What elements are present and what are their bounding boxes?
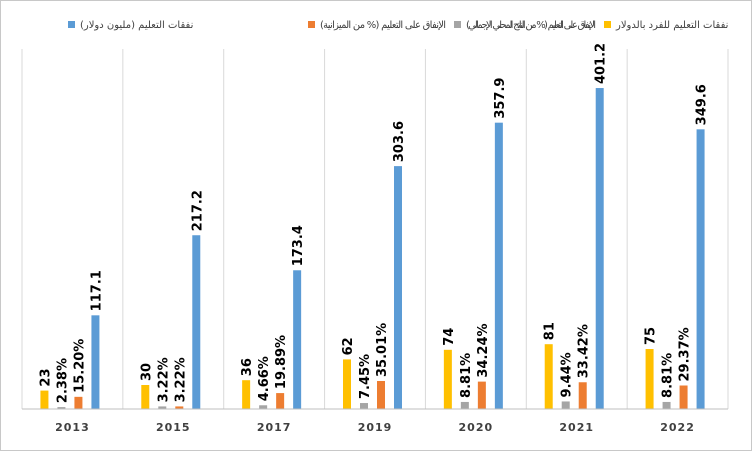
bar-2019-series-0 [343,359,351,409]
category-separators [21,49,729,409]
bar-2021-series-1 [561,401,570,409]
bar-2019-series-2 [377,380,385,409]
bar-2021-series-3 [595,88,604,409]
bar-2015-series-0 [141,385,150,409]
data-label: 33.42% [577,324,592,378]
bar-2022-series-2 [679,385,688,409]
x-tick-label: 2015 [156,421,191,434]
bar-2022-series-1 [662,401,671,409]
bar-2017-series-3 [293,270,302,409]
data-label: 2.38% [55,358,70,403]
data-label: 9.44% [560,352,575,397]
data-label: 8.81% [459,353,474,398]
bar-2020-series-0 [443,349,452,409]
data-label: 173.4 [291,225,306,266]
bar-2021-series-2 [578,382,587,409]
x-tick-label: 2020 [459,421,494,434]
bar-2019-series-1 [360,403,368,409]
data-label: 36 [240,358,255,376]
data-label: 357.9 [493,78,508,119]
x-tick-label: 2019 [358,421,393,434]
x-tick-label: 2022 [660,421,695,434]
x-axis-tick-labels: 2013 2015 2017 2019 2020 2021 2022 [55,421,695,434]
bar-2017-series-2 [276,393,285,409]
data-label: 349.6 [695,84,710,125]
bar-2015-series-2 [175,406,184,409]
bar-2013-series-2 [74,396,83,409]
bar-2020-series-2 [477,381,486,409]
data-label: 19.89% [274,335,289,389]
bar-2013-series-1 [57,407,66,409]
data-label: 217.2 [190,190,205,231]
data-label: 4.66% [257,356,272,401]
legend-swatch [308,21,315,28]
data-label: 117.1 [89,270,104,311]
data-label: 29.37% [678,327,693,381]
data-label: 30 [139,363,154,381]
bar-2020-series-3 [494,122,503,410]
bar-2017-series-1 [259,405,268,409]
bar-2017-series-0 [242,380,251,409]
bar-2015-series-1 [158,406,167,409]
legend-swatch [68,21,75,28]
legend-swatch [604,21,611,28]
bar-2021-series-0 [544,344,553,409]
legend-label: نفقات التعليم للفرد بالدولار [615,20,728,31]
legend-label: الإنفاق على التعليم (% من الميزانية) [320,20,446,31]
data-label: 7.45% [358,354,373,399]
data-label: 34.24% [476,323,491,377]
bar-2020-series-1 [460,401,469,409]
legend-swatch [454,21,461,28]
legend-label: الإنفاق على التعليم (% من الناتج المحلي … [466,20,596,31]
data-label: 303.6 [392,121,407,162]
legend-label: نفقات التعليم (مليون دولار) [80,20,193,31]
bar-2013-series-3 [91,315,100,409]
data-label: 75 [644,327,659,345]
legend: نفقات التعليم (مليون دولار) الإنفاق على ا… [68,20,728,31]
data-label: 3.22% [173,357,188,402]
bar-2013-series-0 [40,390,49,409]
data-label: 62 [341,337,356,355]
data-labels: 23 30 36 62 74 81 75 2.38% 3.22% 4.66% 7.45% 8.81% 9… [38,43,709,403]
data-label: 8.81% [661,353,676,398]
x-tick-label: 2017 [257,421,292,434]
data-label: 3.22% [156,357,171,402]
x-tick-label: 2021 [559,421,594,434]
bar-2015-series-3 [192,235,201,409]
x-tick-label: 2013 [55,421,90,434]
bar-2022-series-3 [696,129,705,409]
bar-2019-series-3 [394,166,402,409]
data-label: 23 [38,369,53,387]
data-label: 81 [543,322,558,340]
data-label: 15.20% [72,339,87,393]
data-label: 74 [442,328,457,346]
data-label: 35.01% [375,323,390,377]
bars [40,88,705,410]
data-label: 401.2 [594,43,609,84]
bar-2022-series-0 [645,349,654,409]
